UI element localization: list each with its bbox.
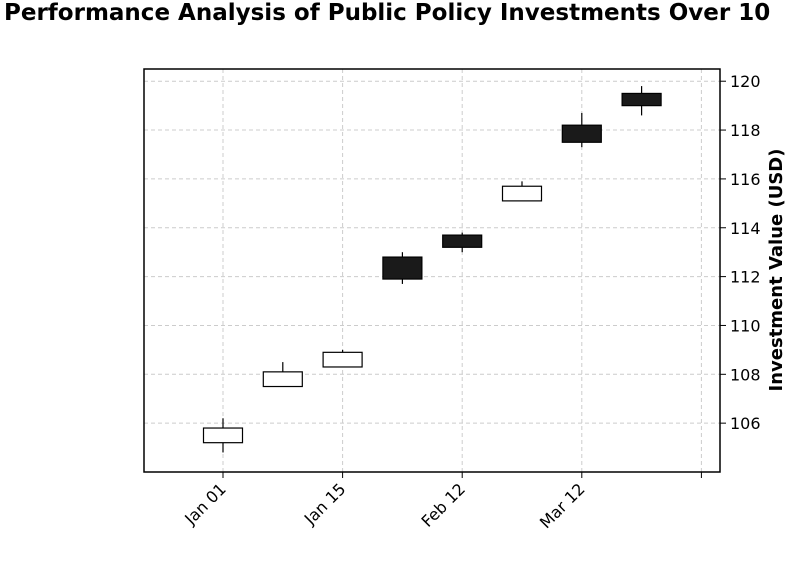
candle: [621, 86, 662, 116]
y-axis-label: Investment Value (USD): [766, 149, 787, 392]
x-tick-label: Jan 15: [300, 479, 350, 529]
y-tick-label: 110: [730, 316, 761, 335]
candle-body: [442, 234, 483, 248]
y-tick-label: 112: [730, 268, 761, 287]
candle-body: [621, 92, 662, 107]
candle-body: [322, 351, 363, 368]
axis-layer: Jan 01 Jan 15 Feb 12 Mar 12 106 108 110 112 114 1…: [180, 72, 760, 532]
x-tick-label: Jan 01: [180, 479, 230, 529]
y-tick-label: 114: [730, 219, 761, 238]
candle-body: [202, 427, 244, 444]
candle-body: [561, 124, 602, 143]
candle-layer: [202, 86, 662, 453]
candle: [501, 181, 543, 202]
plot-frame: [143, 68, 721, 473]
x-tick-label: Feb 12: [418, 479, 469, 530]
candle: [561, 112, 602, 148]
candle: [262, 362, 303, 388]
y-tick-label: 108: [730, 365, 761, 384]
candle: [442, 232, 483, 253]
candle: [322, 349, 363, 368]
candle-body: [382, 256, 423, 280]
candle: [382, 252, 423, 284]
candle-body: [262, 371, 303, 388]
grid-layer: [144, 69, 720, 472]
chart-title: Performance Analysis of Public Policy In…: [4, 0, 770, 26]
x-tick-label: Mar 12: [536, 479, 589, 532]
candle-body: [501, 185, 543, 202]
y-tick-label: 118: [730, 121, 761, 140]
y-tick-label: 120: [730, 72, 761, 91]
y-tick-label: 116: [730, 170, 761, 189]
candle: [202, 418, 244, 453]
y-tick-label: 106: [730, 414, 761, 433]
